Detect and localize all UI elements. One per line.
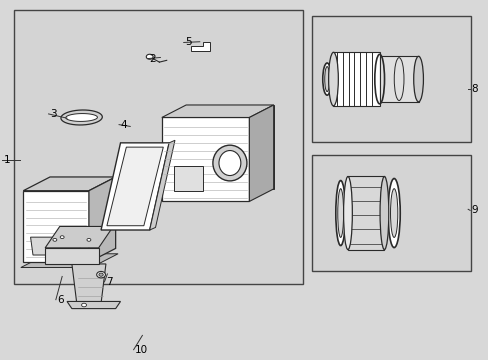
Ellipse shape: [390, 189, 397, 238]
Ellipse shape: [379, 176, 388, 249]
Ellipse shape: [335, 180, 345, 246]
Ellipse shape: [97, 271, 105, 278]
Text: 4: 4: [120, 120, 127, 130]
Ellipse shape: [212, 145, 246, 181]
Polygon shape: [149, 140, 175, 230]
Polygon shape: [186, 105, 273, 189]
Polygon shape: [45, 248, 99, 264]
Polygon shape: [191, 42, 210, 51]
Polygon shape: [72, 264, 106, 303]
Polygon shape: [249, 105, 273, 202]
Polygon shape: [162, 117, 249, 202]
Polygon shape: [347, 176, 384, 249]
Text: 10: 10: [135, 345, 148, 355]
Polygon shape: [174, 166, 203, 191]
Bar: [311, 16, 470, 143]
Ellipse shape: [328, 52, 338, 106]
Polygon shape: [45, 226, 113, 248]
Ellipse shape: [81, 303, 86, 307]
Polygon shape: [101, 143, 169, 230]
Bar: [14, 10, 302, 284]
Ellipse shape: [324, 67, 329, 91]
Text: 2: 2: [149, 54, 156, 64]
Polygon shape: [379, 56, 418, 102]
Polygon shape: [61, 110, 102, 125]
Ellipse shape: [60, 236, 64, 239]
Ellipse shape: [53, 238, 57, 241]
Ellipse shape: [413, 56, 423, 102]
Ellipse shape: [387, 179, 399, 248]
Ellipse shape: [99, 273, 103, 276]
Polygon shape: [107, 147, 163, 226]
Ellipse shape: [337, 189, 343, 238]
Polygon shape: [89, 177, 116, 262]
Bar: [311, 155, 470, 271]
Ellipse shape: [343, 176, 352, 249]
Polygon shape: [162, 105, 273, 117]
Text: 7: 7: [106, 277, 112, 287]
Ellipse shape: [87, 238, 91, 241]
Polygon shape: [67, 301, 120, 309]
Polygon shape: [23, 177, 116, 191]
Ellipse shape: [322, 63, 331, 95]
Polygon shape: [21, 254, 118, 267]
Text: 6: 6: [57, 295, 64, 305]
Text: 9: 9: [470, 205, 477, 215]
Text: 8: 8: [470, 84, 477, 94]
Ellipse shape: [219, 150, 241, 176]
Text: 3: 3: [50, 109, 57, 119]
Text: 5: 5: [185, 37, 191, 48]
Polygon shape: [30, 237, 81, 255]
Text: 1: 1: [4, 156, 10, 165]
Polygon shape: [66, 113, 97, 121]
Polygon shape: [23, 191, 89, 262]
Polygon shape: [333, 52, 379, 106]
Ellipse shape: [146, 54, 153, 59]
